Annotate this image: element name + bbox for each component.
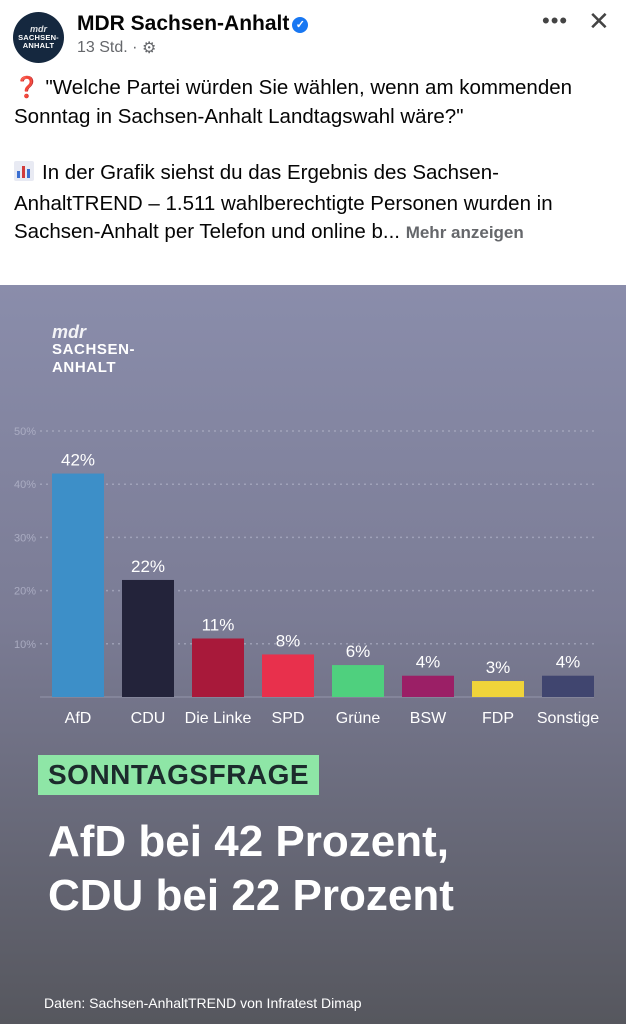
post-meta: 13 Std. · ⚙ [77,38,156,58]
bar-die-linke [192,638,244,697]
bar-cdu [122,579,174,697]
more-options-icon[interactable]: ••• [542,8,569,33]
value-label: 42% [61,451,95,470]
y-tick-label: 10% [14,639,36,651]
post-text: ❓ "Welche Partei würden Sie wählen, wenn … [14,74,614,248]
value-label: 4% [416,653,441,672]
category-label: Grüne [336,710,381,727]
avatar[interactable]: mdr SACHSEN- ANHALT [13,12,64,63]
body-text: In der Grafik siehst du das Ergebnis des… [14,161,553,243]
mdr-logo-line2: ANHALT [52,359,117,376]
bar-fdp [472,681,524,697]
post-header: mdr SACHSEN- ANHALT MDR Sachsen-Anhalt ✓ … [0,0,626,70]
mdr-logo-line1: SACHSEN- [52,341,136,358]
question-text: "Welche Partei würden Sie wählen, wenn a… [14,76,573,128]
bar-chart-icon [14,161,34,190]
mdr-logo: mdr SACHSEN- ANHALT [52,323,135,377]
poll-bar-chart: 10% 20% 30% 40% 50% 42% AfD 22% CDU 11% Die Linke 8… [14,426,599,727]
verified-badge-icon: ✓ [292,17,309,33]
bar-gr-ne [332,665,384,697]
category-label: Sonstige [537,710,599,727]
value-label: 11% [202,615,235,634]
bar-spd [262,654,314,697]
data-source: Daten: Sachsen-AnhaltTREND von Infratest… [44,995,362,1011]
value-label: 8% [276,631,301,650]
category-label: FDP [482,710,514,727]
close-icon[interactable]: ✕ [588,6,610,36]
category-label: SPD [272,710,305,727]
bar-sonstige [542,675,594,697]
meta-separator: · [132,39,138,56]
avatar-text-line2: ANHALT [22,41,55,50]
see-more-link[interactable]: Mehr anzeigen [405,223,524,242]
y-tick-label: 30% [14,532,36,544]
post-timestamp[interactable]: 13 Std. [77,39,128,56]
topic-tag: SONNTAGSFRAGE [38,755,320,795]
value-label: 6% [346,642,371,661]
question-paragraph: ❓ "Welche Partei würden Sie wählen, wenn … [14,74,614,131]
headline-line2: CDU bei 22 Prozent [48,871,454,920]
category-label: Die Linke [185,710,252,727]
avatar-text-line1: SACHSEN- [18,33,59,42]
y-tick-label: 20% [14,586,36,598]
value-label: 4% [556,653,581,672]
gear-icon[interactable]: ⚙ [141,40,157,57]
body-paragraph: In der Grafik siehst du das Ergebnis des… [14,159,614,248]
headline: AfD bei 42 Prozent, CDU bei 22 Prozent [48,815,608,923]
value-label: 3% [486,658,511,677]
post-image[interactable]: mdr SACHSEN- ANHALT 10% 20% 30% 40% 50% 42% Af… [0,285,626,1024]
mdr-logo-mark: mdr [52,322,87,342]
category-label: BSW [410,710,447,727]
y-tick-label: 50% [14,426,36,438]
page-name-row: MDR Sachsen-Anhalt ✓ [77,12,309,36]
y-tick-label: 40% [14,479,36,491]
bar-afd [52,473,104,697]
page-name-link[interactable]: MDR Sachsen-Anhalt [77,12,290,35]
category-label: CDU [131,710,166,727]
avatar-logo: mdr [29,24,47,34]
category-label: AfD [65,710,92,727]
bar-bsw [402,675,454,697]
question-mark-icon: ❓ [14,76,40,99]
paragraph-gap [14,131,614,159]
value-label: 22% [131,557,165,576]
headline-line1: AfD bei 42 Prozent, [48,817,449,866]
